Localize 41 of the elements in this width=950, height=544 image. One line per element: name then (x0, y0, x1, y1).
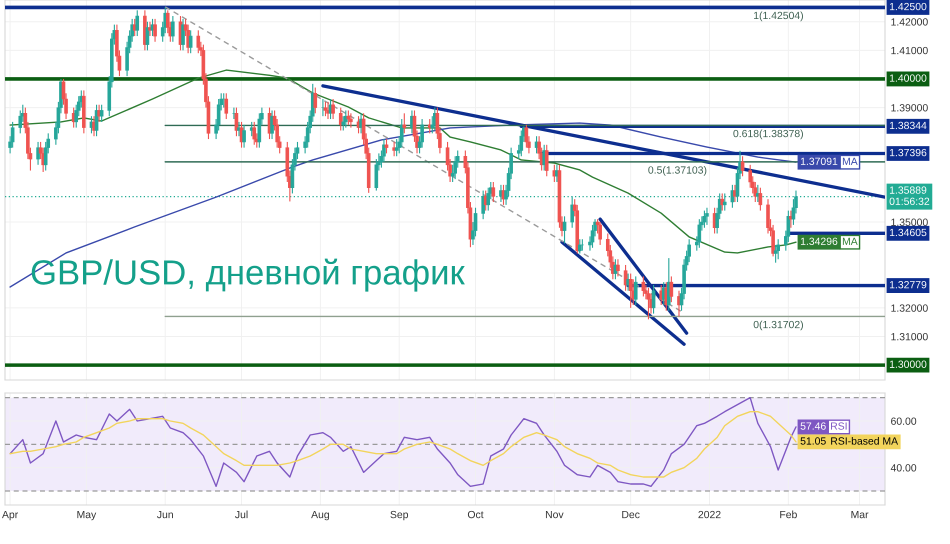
x-tick-label: Oct (468, 510, 484, 518)
x-tick-label: Feb (780, 510, 797, 518)
data-label: 1.34296 (800, 238, 838, 245)
data-label: 51.05 (800, 437, 826, 445)
y-tick-label: 1.35000 (891, 218, 928, 226)
x-tick-label: 2022 (698, 510, 721, 518)
data-label: 1.38344 (890, 122, 927, 130)
x-tick-label: Nov (546, 510, 564, 518)
data-label: 1.32779 (890, 281, 926, 288)
y-tick-label: 1.39000 (891, 104, 928, 112)
legend-label: MA (842, 238, 858, 245)
data-label: 1.37091 (800, 158, 838, 166)
x-tick-label: Jun (156, 510, 173, 518)
data-label: 57.46 (800, 422, 826, 430)
data-label: 1.37396 (890, 148, 926, 156)
y-tick-label: 1.42000 (891, 18, 928, 26)
legend-label: RSI (831, 422, 847, 430)
y-tick-label: 60.00 (891, 418, 916, 425)
y-tick-label: 1.32000 (891, 304, 928, 312)
annotation: 0(1.31702) (754, 320, 803, 330)
x-tick-label: Jul (235, 510, 248, 518)
legend-label: MA (842, 158, 858, 165)
x-tick-label: Sep (390, 510, 408, 520)
y-tick-label: 40.00 (890, 464, 916, 472)
x-tick-label: Dec (622, 510, 640, 518)
ref-line-label: 1.42500 (890, 2, 926, 10)
y-tick-label: 1.31000 (891, 333, 928, 340)
ref-line-label: 1.35889 01:56:32 (890, 186, 930, 206)
ref-line-label: 1.30000 (890, 360, 926, 368)
x-tick-label: May (77, 510, 96, 520)
annotation: 0.5(1.37103) (648, 166, 706, 176)
data-label: 1.34605 (890, 228, 926, 236)
y-tick-label: 1.41000 (891, 46, 928, 54)
x-tick-label: Aug (311, 510, 329, 520)
legend-label: RSI-based MA (831, 437, 898, 445)
x-tick-label: Apr (2, 510, 18, 520)
annotation: 0.618(1.38378) (733, 130, 803, 140)
annotation: 1(1.42504) (754, 11, 803, 22)
x-tick-label: Mar (851, 510, 868, 518)
ref-line-label: 1.40000 (890, 74, 926, 82)
text: GBP/USD, дневной график (32, 258, 465, 292)
